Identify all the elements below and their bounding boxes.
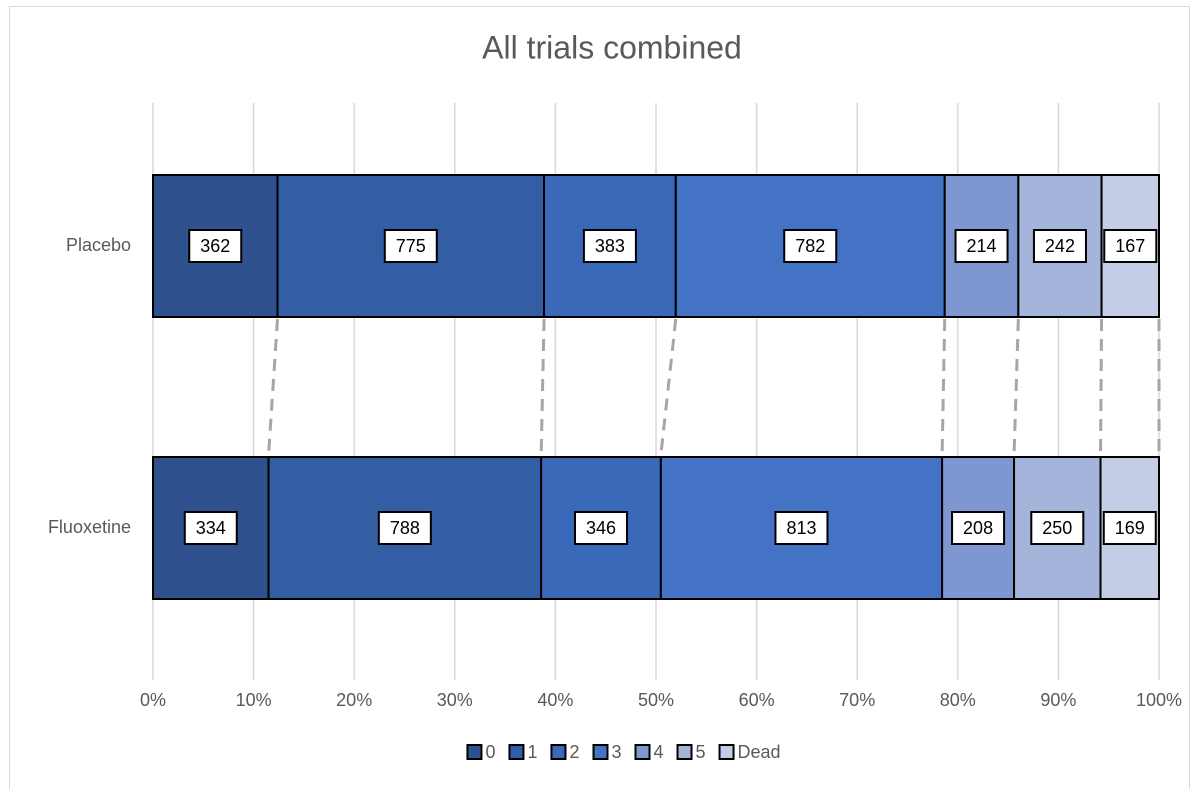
data-label-box: [573, 511, 628, 545]
y-tick-label: Placebo: [66, 235, 131, 255]
connector: [1012, 318, 1020, 456]
data-label: 788: [390, 518, 420, 538]
legend-label: 2: [569, 742, 579, 762]
x-tick-label: 60%: [739, 690, 775, 710]
data-label-box: [188, 229, 243, 263]
connector: [940, 318, 947, 456]
data-label: 334: [196, 518, 226, 538]
data-label: 782: [795, 236, 825, 256]
legend-swatch: [592, 744, 609, 760]
x-tick-label: 30%: [437, 690, 473, 710]
connector: [267, 318, 279, 456]
legend-label: 1: [527, 742, 537, 762]
x-tick-label: 20%: [336, 690, 372, 710]
data-label: 169: [1115, 518, 1145, 538]
x-tick-label: 0%: [140, 690, 166, 710]
legend-label: 5: [696, 742, 706, 762]
connector: [539, 318, 546, 456]
legend: 0 1 2 3 4 5 Dead: [466, 742, 781, 762]
data-label: 813: [786, 518, 816, 538]
x-tick-label: 40%: [537, 690, 573, 710]
x-tick-label: 80%: [940, 690, 976, 710]
y-tick-label: Fluoxetine: [48, 517, 131, 537]
data-label: 167: [1115, 236, 1145, 256]
data-label: 346: [586, 518, 616, 538]
x-tick-label: 70%: [839, 690, 875, 710]
x-tick-label: 100%: [1136, 690, 1182, 710]
legend-swatch: [676, 744, 693, 760]
data-label-box: [774, 511, 829, 545]
data-label-box: [377, 511, 432, 545]
legend-label: 0: [485, 742, 495, 762]
data-label-box: [783, 229, 838, 263]
data-label-box: [954, 229, 1009, 263]
data-label-box: [1102, 511, 1157, 545]
data-label: 250: [1042, 518, 1072, 538]
legend-label: 4: [654, 742, 664, 762]
data-label: 214: [967, 236, 997, 256]
data-label-box: [383, 229, 438, 263]
data-label: 208: [963, 518, 993, 538]
data-label: 775: [396, 236, 426, 256]
chart-title: All trials combined: [482, 29, 742, 65]
x-tick-label: 50%: [638, 690, 674, 710]
data-label: 242: [1045, 236, 1075, 256]
legend-swatch: [718, 744, 735, 760]
legend-label: 3: [611, 742, 621, 762]
data-label-box: [951, 511, 1006, 545]
data-label: 362: [200, 236, 230, 256]
data-label-box: [1103, 229, 1158, 263]
data-label-box: [582, 229, 637, 263]
data-label-box: [1032, 229, 1087, 263]
chart-frame: [9, 6, 1190, 789]
legend-swatch: [508, 744, 525, 760]
x-tick-label: 10%: [236, 690, 272, 710]
legend-label: Dead: [738, 742, 781, 762]
legend-swatch: [634, 744, 651, 760]
legend-swatch: [550, 744, 567, 760]
data-label-box: [1030, 511, 1085, 545]
connector: [659, 318, 678, 456]
legend-swatch: [466, 744, 483, 760]
data-label-box: [183, 511, 238, 545]
connector: [1099, 318, 1104, 456]
x-tick-label: 90%: [1040, 690, 1076, 710]
data-label: 383: [595, 236, 625, 256]
